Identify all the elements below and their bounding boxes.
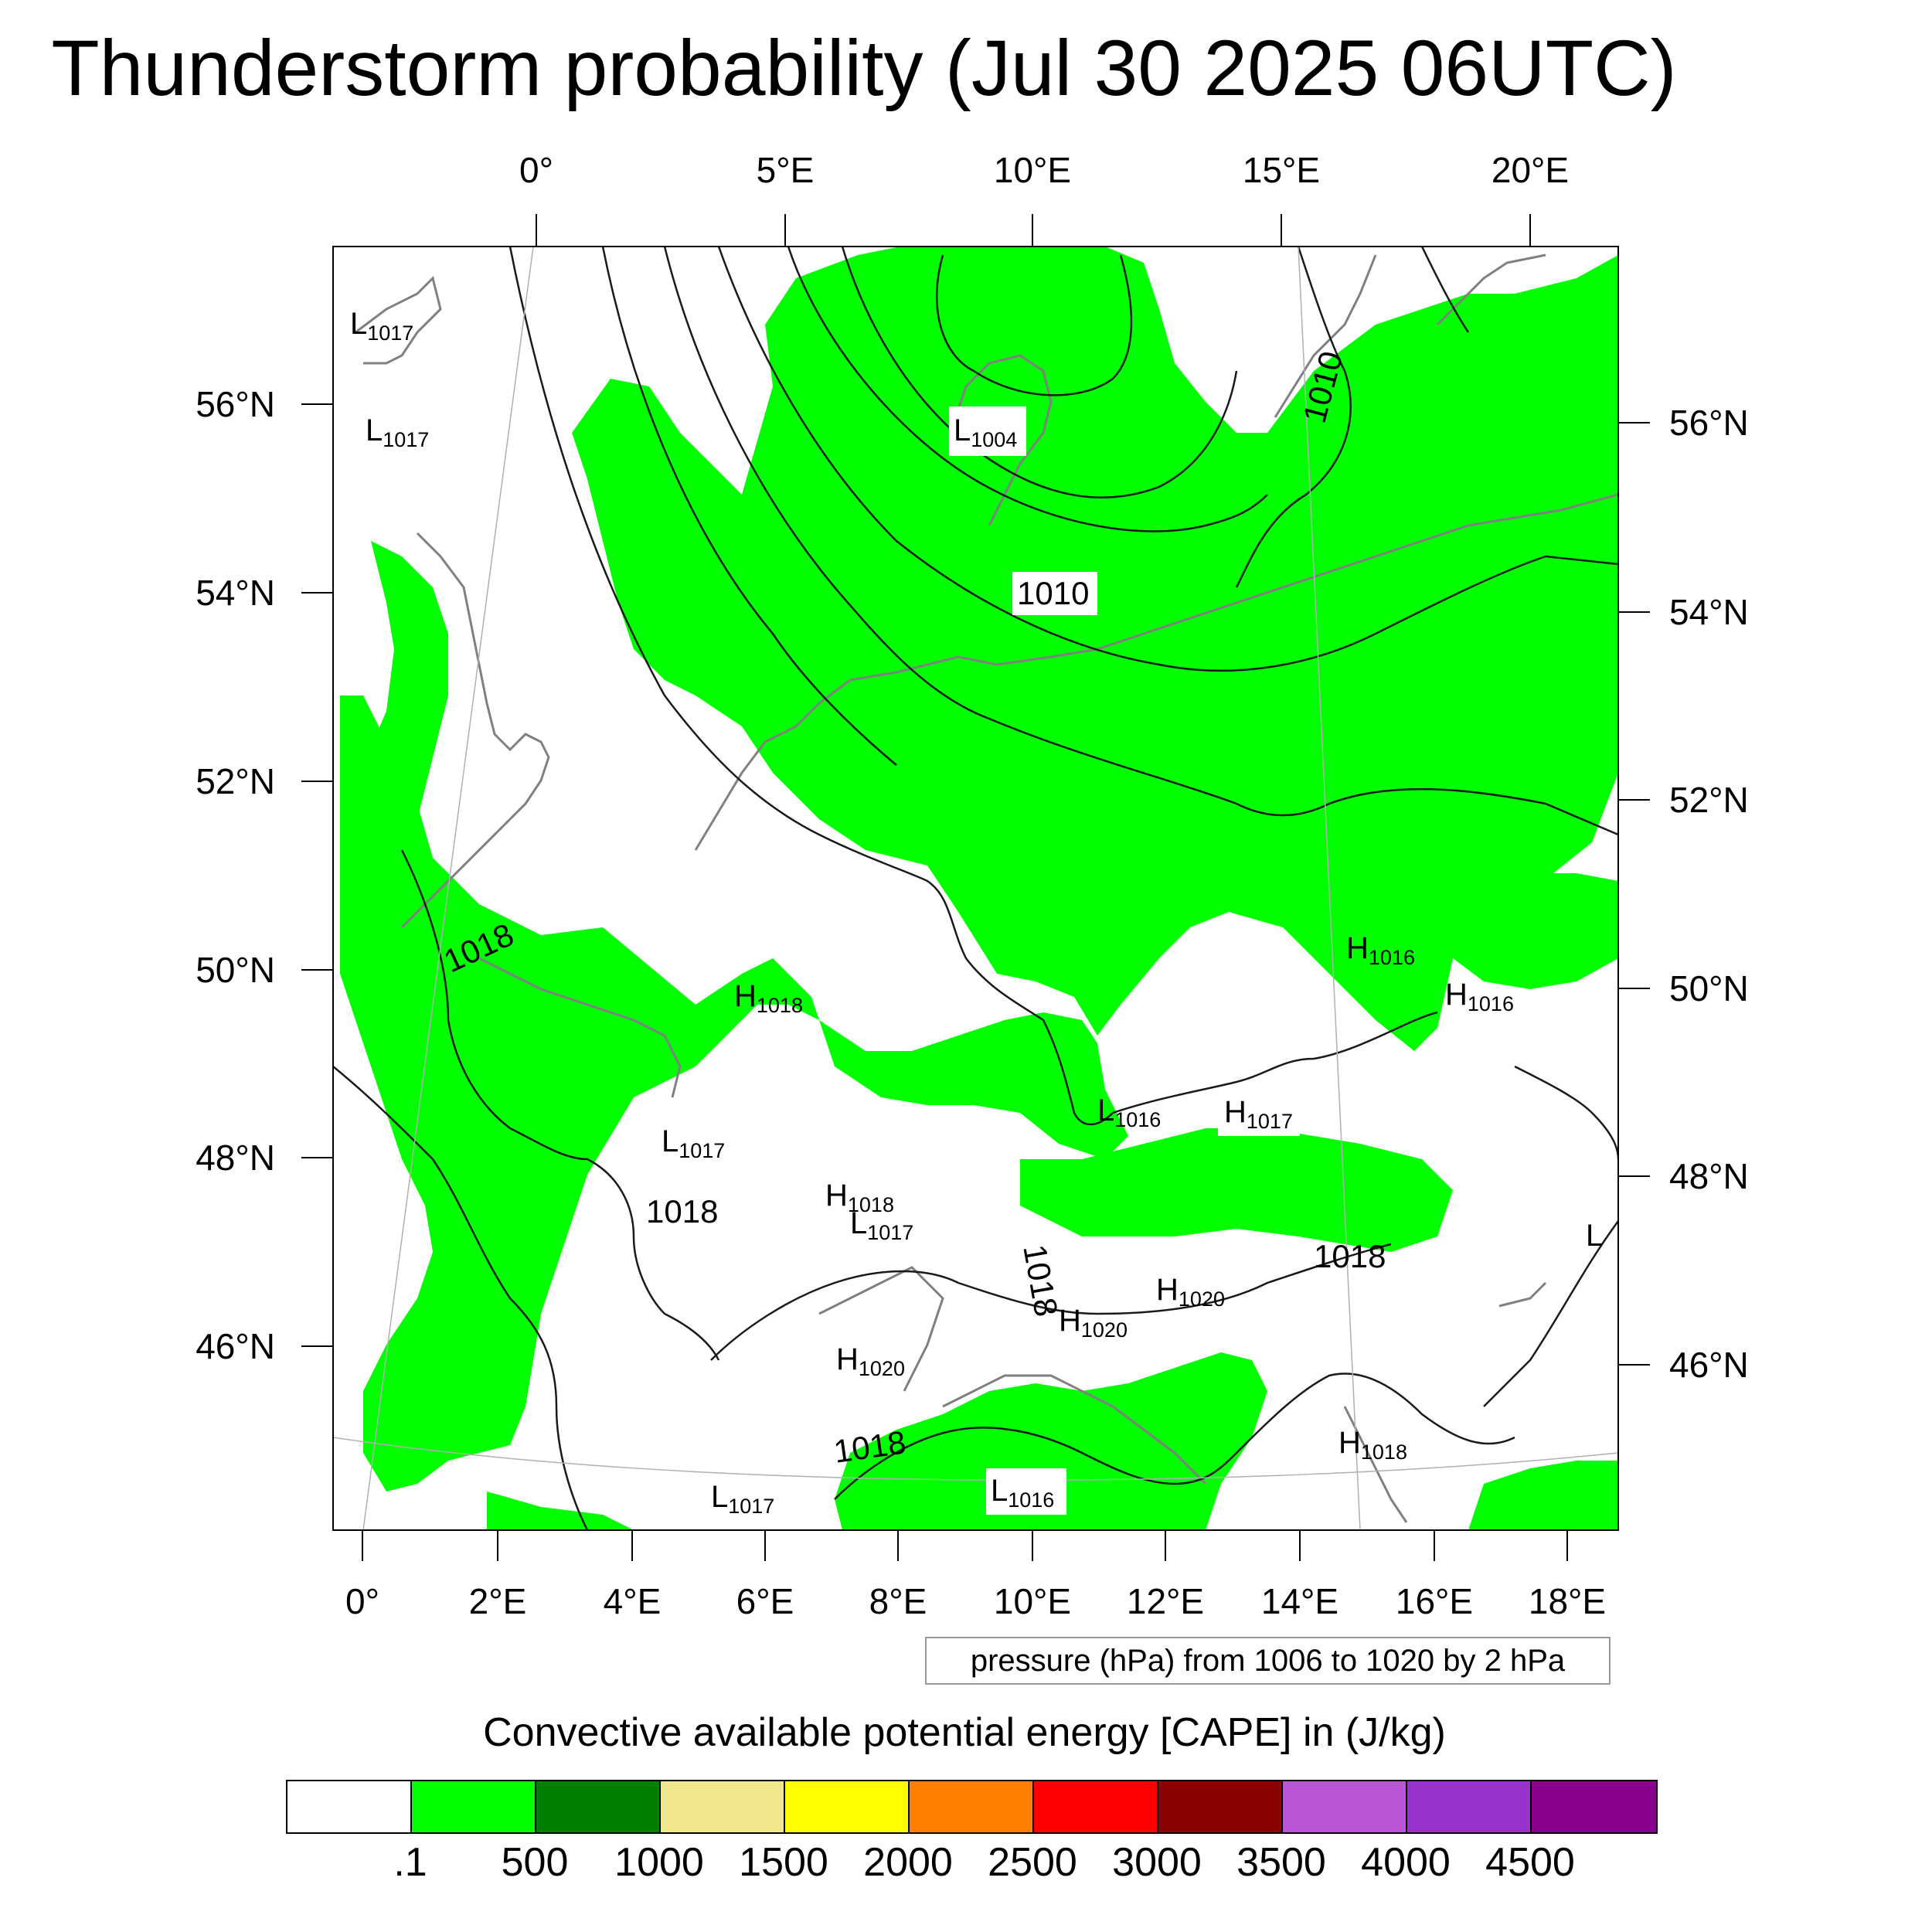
pressure-system-label: H1018 xyxy=(734,979,803,1017)
colorbar-tick-label: 2500 xyxy=(988,1840,1077,1885)
pressure-system-label: H1016 xyxy=(1346,931,1415,969)
bottom-tick-label: 12°E xyxy=(1127,1581,1204,1621)
colorbar-tick-label: 1000 xyxy=(614,1840,704,1885)
colorbar-tick-label: 3000 xyxy=(1112,1840,1202,1885)
colorbar-swatch xyxy=(910,1781,1034,1832)
colorbar-swatch xyxy=(785,1781,910,1832)
left-tick-label: 54°N xyxy=(196,573,275,613)
isobar-label: 1018 xyxy=(646,1193,718,1230)
colorbar-swatch xyxy=(1283,1781,1407,1832)
bottom-tick-label: 0° xyxy=(345,1581,379,1621)
pressure-system-label: L1017 xyxy=(711,1480,774,1518)
contour-info-box: pressure (hPa) from 1006 to 1020 by 2 hP… xyxy=(925,1637,1611,1685)
coastlines xyxy=(355,253,1618,1523)
colorbar-tick-label: .1 xyxy=(393,1840,427,1885)
colorbar-tick-label: 4500 xyxy=(1485,1840,1575,1885)
right-tick-label: 46°N xyxy=(1669,1345,1749,1385)
bottom-tick-label: 6°E xyxy=(736,1581,794,1621)
right-tick-label: 52°N xyxy=(1669,780,1749,820)
right-tick-label: 56°N xyxy=(1669,403,1749,443)
colorbar-swatch xyxy=(412,1781,536,1832)
pressure-systems: L1017 L1017 L1004 H1018 H1016 H1016 L101… xyxy=(350,307,1603,1518)
colorbar-swatch xyxy=(1532,1781,1656,1832)
top-tick-label: 15°E xyxy=(1243,150,1320,190)
pressure-system-label: L1004 xyxy=(954,413,1017,451)
top-axis xyxy=(536,214,1531,247)
bottom-tick-label: 4°E xyxy=(604,1581,662,1621)
top-tick-label: 5°E xyxy=(757,150,815,190)
colorbar-swatch xyxy=(661,1781,785,1832)
right-tick-label: 50°N xyxy=(1669,968,1749,1009)
bottom-tick-label: 16°E xyxy=(1396,1581,1473,1621)
right-axis-labels: 56°N 54°N 52°N 50°N 48°N 46°N xyxy=(1669,403,1749,1385)
top-axis-labels: 0° 5°E 10°E 15°E 20°E xyxy=(519,150,1569,190)
right-tick-label: 48°N xyxy=(1669,1156,1749,1196)
colorbar-swatch xyxy=(1407,1781,1532,1832)
bottom-tick-label: 8°E xyxy=(869,1581,927,1621)
bottom-axis-labels: 0° 2°E 4°E 6°E 8°E 10°E 12°E 14°E 16°E 1… xyxy=(345,1581,1606,1621)
pressure-system-label: H1018 xyxy=(1338,1426,1407,1464)
colorbar-tick-label: 4000 xyxy=(1361,1840,1451,1885)
pressure-system-label: L1017 xyxy=(850,1206,913,1244)
left-axis xyxy=(301,403,333,1347)
pressure-system-label: H1016 xyxy=(1445,978,1514,1015)
left-tick-label: 46°N xyxy=(196,1326,275,1366)
pressure-system-label: H1020 xyxy=(836,1342,905,1380)
right-tick-label: 54°N xyxy=(1669,592,1749,632)
colorbar-swatch xyxy=(287,1781,412,1832)
colorbar-swatch xyxy=(1158,1781,1283,1832)
left-tick-label: 48°N xyxy=(196,1138,275,1178)
top-tick-label: 0° xyxy=(519,150,553,190)
bottom-tick-label: 14°E xyxy=(1261,1581,1338,1621)
left-tick-label: 52°N xyxy=(196,761,275,801)
map-frame xyxy=(332,246,1619,1531)
pressure-system-label: L1016 xyxy=(991,1474,1054,1512)
colorbar xyxy=(286,1780,1658,1834)
bottom-tick-label: 10°E xyxy=(994,1581,1071,1621)
legend-title: Convective available potential energy [C… xyxy=(483,1710,1446,1755)
left-tick-label: 50°N xyxy=(196,950,275,990)
right-axis xyxy=(1618,422,1650,1366)
isobar-label: 1018 xyxy=(1016,1242,1065,1319)
pressure-system-label: H1017 xyxy=(1224,1095,1293,1133)
left-tick-label: 56°N xyxy=(196,384,275,424)
pressure-system-label: H1020 xyxy=(1156,1273,1225,1311)
pressure-system-label: H1020 xyxy=(1059,1304,1128,1342)
colorbar-tick-label: 3500 xyxy=(1236,1840,1326,1885)
colorbar-swatch xyxy=(536,1781,661,1832)
top-tick-label: 10°E xyxy=(994,150,1071,190)
isobar-label: 1018 xyxy=(1314,1238,1386,1274)
colorbar-tick-label: 500 xyxy=(501,1840,569,1885)
colorbar-swatch xyxy=(1034,1781,1158,1832)
pressure-system-label: L1017 xyxy=(350,307,413,345)
pressure-system-label: L1017 xyxy=(366,413,429,451)
bottom-tick-label: 2°E xyxy=(469,1581,527,1621)
graticule xyxy=(333,247,1618,1530)
colorbar-tick-label: 1500 xyxy=(739,1840,828,1885)
chart-title: Thunderstorm probability (Jul 30 2025 06… xyxy=(51,24,1677,112)
pressure-system-label: L xyxy=(1586,1219,1603,1253)
left-axis-labels: 56°N 54°N 52°N 50°N 48°N 46°N xyxy=(196,384,275,1366)
pressure-system-label: L1016 xyxy=(1097,1094,1161,1131)
pressure-system-label: L1017 xyxy=(662,1124,725,1162)
pressure-system-label: H1018 xyxy=(825,1179,894,1216)
isobar-label: 1010 xyxy=(1017,575,1089,611)
bottom-tick-label: 18°E xyxy=(1529,1581,1606,1621)
bottom-axis xyxy=(362,1530,1568,1561)
top-tick-label: 20°E xyxy=(1492,150,1569,190)
colorbar-tick-label: 2000 xyxy=(863,1840,953,1885)
